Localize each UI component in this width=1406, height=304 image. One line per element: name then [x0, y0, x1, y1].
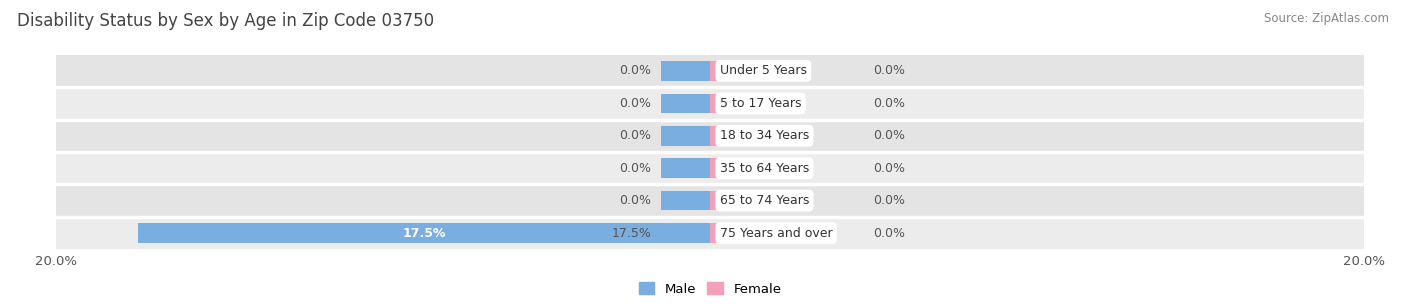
- Text: 0.0%: 0.0%: [873, 194, 905, 207]
- Text: 0.0%: 0.0%: [873, 162, 905, 175]
- Text: 0.0%: 0.0%: [873, 226, 905, 240]
- Text: Disability Status by Sex by Age in Zip Code 03750: Disability Status by Sex by Age in Zip C…: [17, 12, 434, 30]
- Text: 0.0%: 0.0%: [619, 129, 651, 142]
- Bar: [56, 87, 1364, 119]
- Bar: [661, 94, 710, 113]
- Bar: [138, 223, 710, 243]
- Bar: [710, 61, 759, 81]
- Bar: [710, 158, 759, 178]
- Text: 0.0%: 0.0%: [873, 129, 905, 142]
- Bar: [56, 185, 1364, 217]
- Bar: [661, 126, 710, 146]
- Text: 0.0%: 0.0%: [619, 97, 651, 110]
- Text: 75 Years and over: 75 Years and over: [720, 226, 832, 240]
- Bar: [710, 191, 759, 210]
- Text: 17.5%: 17.5%: [402, 226, 446, 240]
- Text: 35 to 64 Years: 35 to 64 Years: [720, 162, 808, 175]
- Bar: [710, 94, 759, 113]
- Text: 5 to 17 Years: 5 to 17 Years: [720, 97, 801, 110]
- Text: 0.0%: 0.0%: [619, 194, 651, 207]
- Bar: [661, 191, 710, 210]
- Bar: [661, 61, 710, 81]
- Bar: [710, 126, 759, 146]
- Text: 0.0%: 0.0%: [619, 162, 651, 175]
- Bar: [56, 119, 1364, 152]
- Text: 0.0%: 0.0%: [873, 64, 905, 78]
- Text: 0.0%: 0.0%: [873, 97, 905, 110]
- Text: 17.5%: 17.5%: [612, 226, 651, 240]
- Text: Under 5 Years: Under 5 Years: [720, 64, 807, 78]
- Text: 65 to 74 Years: 65 to 74 Years: [720, 194, 810, 207]
- Bar: [56, 152, 1364, 185]
- Bar: [56, 55, 1364, 87]
- Bar: [661, 158, 710, 178]
- Text: 18 to 34 Years: 18 to 34 Years: [720, 129, 808, 142]
- Legend: Male, Female: Male, Female: [633, 277, 787, 301]
- Text: Source: ZipAtlas.com: Source: ZipAtlas.com: [1264, 12, 1389, 25]
- Text: 0.0%: 0.0%: [619, 64, 651, 78]
- Bar: [56, 217, 1364, 249]
- Bar: [710, 223, 759, 243]
